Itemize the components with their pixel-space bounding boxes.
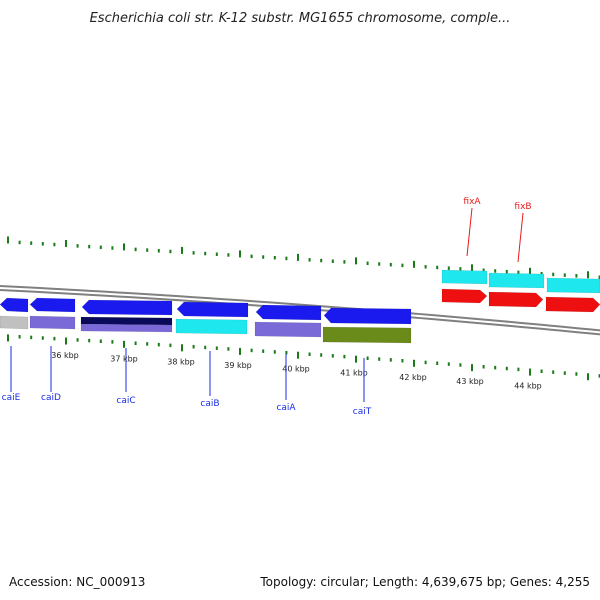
topology-text: Topology: circular; Length: 4,639,675 bp… (259, 575, 590, 589)
gene-arrow-caiD[interactable] (29, 297, 76, 313)
gene-label-caiD[interactable]: caiD (41, 393, 61, 403)
gene-arrow-fixC[interactable] (545, 296, 600, 313)
cds-bar-fixA[interactable] (441, 269, 488, 285)
gene-arrow-caiC[interactable] (81, 299, 173, 316)
backbone-line-outer (0, 285, 600, 332)
kbp-label: 44 kbp (514, 382, 542, 391)
gene-label-caiC[interactable]: caiC (116, 396, 135, 406)
kbp-label: 38 kbp (167, 358, 195, 367)
kbp-label: 36 kbp (51, 351, 79, 360)
gene-label-fixB[interactable]: fixB (514, 202, 531, 212)
gene-labels: caiE caiD caiC caiB caiA caiT fixA fixB (2, 197, 532, 417)
cds-bar-caiT[interactable] (322, 326, 412, 344)
gene-arrow-caiT[interactable] (323, 307, 412, 325)
gene-label-caiB[interactable]: caiB (200, 399, 219, 409)
gene-arrow-fixA[interactable] (441, 288, 488, 304)
gene-label-fixA[interactable]: fixA (463, 197, 481, 207)
kbp-label: 40 kbp (282, 365, 310, 374)
cds-bar-caiC-dark[interactable] (80, 316, 173, 326)
kbp-label: 37 kbp (110, 354, 138, 363)
map-title: Escherichia coli str. K-12 substr. MG165… (90, 11, 511, 26)
accession-text: Accession: NC_000913 (9, 575, 145, 589)
kbp-label: 41 kbp (340, 369, 368, 378)
cds-bar-caiD[interactable] (29, 315, 76, 330)
cds-bar-caiE[interactable] (0, 315, 29, 330)
gene-label-caiA[interactable]: caiA (276, 403, 296, 413)
gene-label-caiT[interactable]: caiT (353, 407, 372, 417)
cds-bar-fixC[interactable] (546, 277, 600, 294)
kbp-label: 43 kbp (456, 377, 484, 386)
gene-leader-line (466, 207, 473, 257)
kbp-label: 39 kbp (224, 361, 252, 370)
cds-bar-caiC-light[interactable] (80, 323, 173, 333)
cds-bar-caiA[interactable] (254, 321, 322, 338)
gene-arrow-caiE[interactable] (0, 297, 29, 313)
tick-marks: 36 kbp 37 kbp 38 kbp 39 kbp 40 kbp 41 kbp 42 k… (7, 236, 600, 391)
gene-arrow-caiB[interactable] (176, 301, 249, 318)
gene-features (0, 269, 600, 344)
gene-label-caiE[interactable]: caiE (2, 393, 21, 403)
gene-arrow-fixB[interactable] (488, 291, 544, 308)
cds-bar-caiB[interactable] (175, 318, 248, 335)
gene-arrow-caiA[interactable] (255, 304, 322, 321)
cds-bar-fixB[interactable] (488, 272, 545, 289)
kbp-label: 42 kbp (399, 373, 427, 382)
gene-leader-line (517, 212, 524, 263)
